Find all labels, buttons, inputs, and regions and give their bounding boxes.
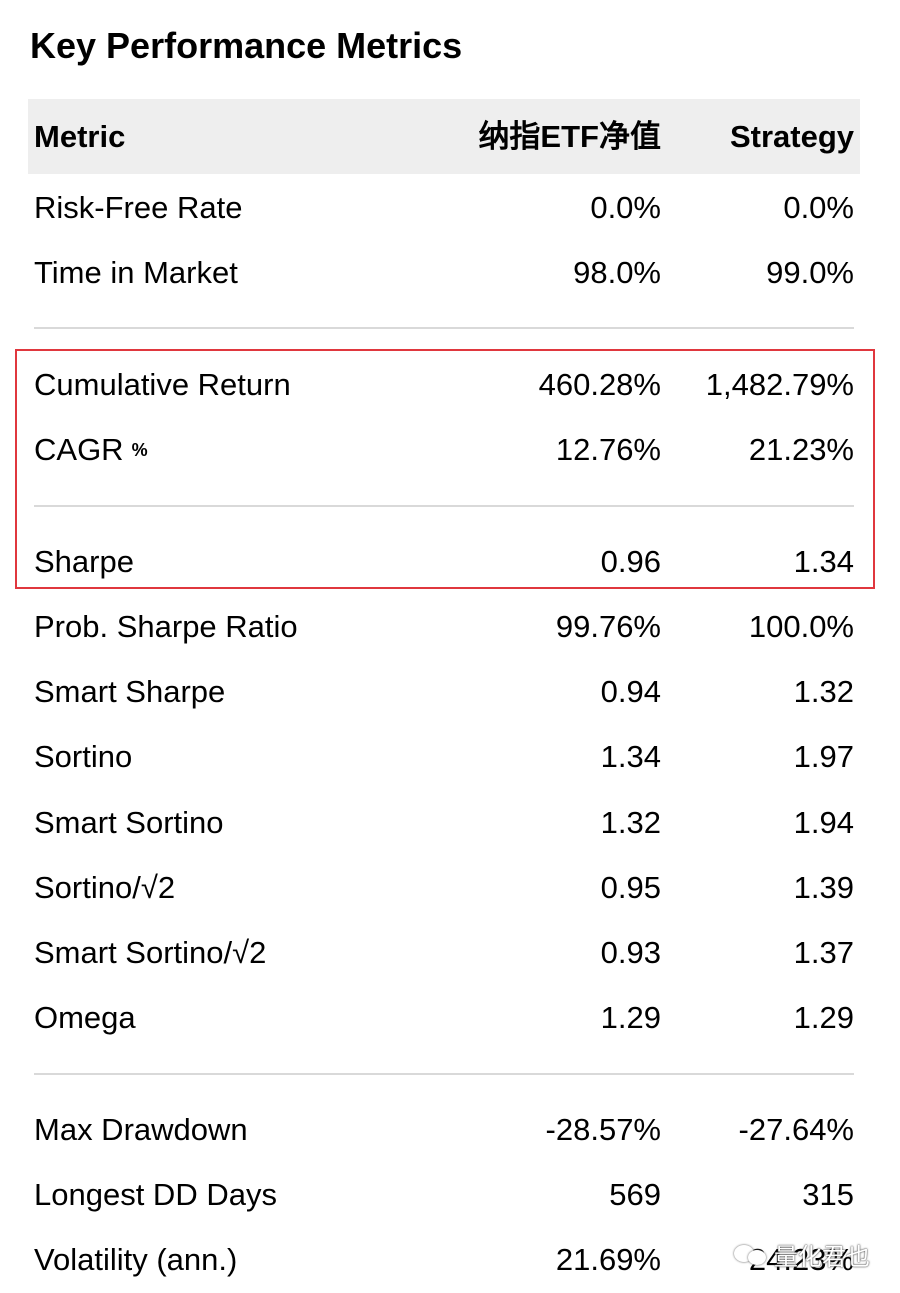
page-title: Key Performance Metrics: [30, 25, 463, 66]
metric-name: Omega: [34, 1000, 136, 1035]
benchmark-value: 0.96: [600, 544, 661, 579]
strategy-value: 24.23%: [748, 1242, 854, 1277]
table-row: Smart Sharpe 0.94 1.32: [34, 664, 854, 720]
benchmark-value: -28.57%: [545, 1112, 661, 1147]
metric-name: Longest DD Days: [34, 1177, 277, 1212]
header-row: Metric 纳指ETF净值 Strategy: [34, 109, 854, 165]
strategy-value: 315: [802, 1177, 854, 1212]
table-row: Smart Sortino/√2 0.93 1.37: [34, 925, 854, 981]
table-row: Sortino 1.34 1.97: [34, 729, 854, 785]
benchmark-value: 99.76%: [555, 609, 661, 644]
benchmark-value: 1.34: [600, 739, 661, 774]
column-header-benchmark: 纳指ETF净值: [478, 119, 661, 154]
metric-name: Cumulative Return: [34, 367, 291, 402]
metric-name: CAGR: [34, 432, 124, 467]
table-row: Sharpe 0.96 1.34: [34, 534, 854, 590]
benchmark-value: 460.28%: [538, 367, 661, 402]
table-row: CAGR% 12.76% 21.23%: [34, 422, 854, 478]
metric-suffix: %: [131, 440, 148, 460]
metric-name: Smart Sharpe: [34, 674, 226, 709]
watermark-text: 量化君也: [774, 1243, 870, 1271]
section-divider: [34, 1073, 854, 1075]
benchmark-value: 569: [609, 1177, 661, 1212]
metric-name: Sortino/√2: [34, 870, 176, 905]
strategy-value: 100.0%: [748, 609, 854, 644]
benchmark-value: 0.95: [600, 870, 661, 905]
column-header-metric: Metric: [34, 119, 126, 154]
strategy-value: 1.94: [793, 805, 854, 840]
strategy-value: 1.29: [793, 1000, 854, 1035]
table-row: Prob. Sharpe Ratio 99.76% 100.0%: [34, 599, 854, 655]
benchmark-value: 0.93: [600, 935, 661, 970]
benchmark-value: 98.0%: [573, 255, 661, 290]
benchmark-value: 0.94: [600, 674, 661, 709]
strategy-value: 1.37: [793, 935, 854, 970]
table-row: Omega 1.29 1.29: [34, 990, 854, 1046]
table-row: Time in Market 98.0% 99.0%: [34, 245, 854, 301]
table-row: Max Drawdown -28.57% -27.64%: [34, 1102, 854, 1158]
column-header-strategy: Strategy: [729, 119, 854, 154]
section-divider: [34, 505, 854, 507]
benchmark-value: 1.29: [600, 1000, 661, 1035]
strategy-value: 1.97: [793, 739, 854, 774]
benchmark-value: 12.76%: [555, 432, 661, 467]
highlight-box: [15, 349, 875, 589]
strategy-value: -27.64%: [738, 1112, 854, 1147]
table-row: Smart Sortino 1.32 1.94: [34, 795, 854, 851]
metric-name: Time in Market: [34, 255, 238, 290]
strategy-value: 21.23%: [748, 432, 854, 467]
wechat-icon: [734, 1241, 768, 1267]
benchmark-value: 1.32: [600, 805, 661, 840]
strategy-value: 0.0%: [783, 190, 854, 225]
section-divider: [34, 327, 854, 329]
strategy-value: 99.0%: [766, 255, 854, 290]
table-row: Cumulative Return 460.28% 1,482.79%: [34, 357, 854, 413]
table-row: Risk-Free Rate 0.0% 0.0%: [34, 180, 854, 236]
metric-name-cell: CAGR%: [34, 422, 148, 478]
metric-name: Smart Sortino/√2: [34, 935, 267, 970]
metric-name: Sortino: [34, 739, 133, 774]
watermark: 量化君也: [734, 1236, 870, 1272]
strategy-value: 1,482.79%: [705, 367, 854, 402]
strategy-value: 1.32: [793, 674, 854, 709]
metric-name: Sharpe: [34, 544, 134, 579]
metric-name: Smart Sortino: [34, 805, 224, 840]
table-row: Longest DD Days 569 315: [34, 1167, 854, 1223]
metric-name: Volatility (ann.): [34, 1242, 238, 1277]
strategy-value: 1.39: [793, 870, 854, 905]
table-row: Volatility (ann.) 21.69% 24.23%: [34, 1232, 854, 1288]
benchmark-value: 0.0%: [590, 190, 661, 225]
strategy-value: 1.34: [793, 544, 854, 579]
metric-name: Prob. Sharpe Ratio: [34, 609, 298, 644]
benchmark-value: 21.69%: [555, 1242, 661, 1277]
table-header: Metric 纳指ETF净值 Strategy: [28, 99, 860, 174]
metric-name: Risk-Free Rate: [34, 190, 243, 225]
table-row: Sortino/√2 0.95 1.39: [34, 860, 854, 916]
metric-name: Max Drawdown: [34, 1112, 248, 1147]
